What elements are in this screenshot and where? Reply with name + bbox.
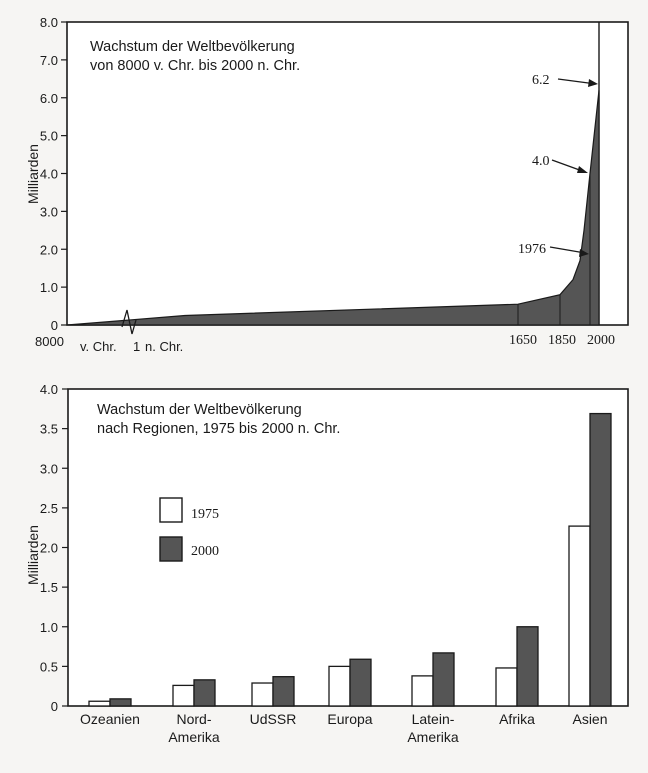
top-y-tick-label: 2.0	[40, 242, 58, 257]
category-label: Europa	[327, 711, 372, 727]
bottom-chart-title-line1: Wachstum der Weltbevölkerung	[97, 402, 302, 418]
legend-label-2000: 2000	[191, 544, 219, 559]
x-label-n-chr: n. Chr.	[145, 339, 183, 354]
top-y-axis: 0 1.0 2.0 3.0 4.0 5.0 6.0 7.0 8.0	[40, 15, 67, 333]
category-label: Amerika	[407, 729, 459, 745]
legend-swatch-1975	[159, 497, 183, 523]
bottom-y-tick-label: 0.5	[40, 659, 58, 674]
top-y-tick-label: 6.0	[40, 91, 58, 106]
bar-2000-latein-amerika	[432, 652, 455, 707]
top-chart-title-line2: von 8000 v. Chr. bis 2000 n. Chr.	[90, 58, 300, 74]
bottom-y-tick-label: 1.5	[40, 580, 58, 595]
top-y-tick-label: 3.0	[40, 204, 58, 219]
bottom-y-tick-label: 2.0	[40, 541, 58, 556]
bar-1975-europa	[328, 665, 351, 707]
legend-label-1975: 1975	[191, 507, 219, 522]
annotation-4-0: 4.0	[532, 154, 588, 173]
top-y-tick-label: 0	[51, 318, 58, 333]
bar-1975-udssr	[251, 682, 274, 707]
annotation-6-2: 6.2	[532, 73, 598, 88]
annotation-1976: 1976	[518, 242, 589, 257]
bottom-y-tick-label: 3.0	[40, 461, 58, 476]
legend-swatch-2000	[159, 536, 183, 562]
bar-2000-ozeanien	[109, 698, 132, 707]
bar-1975-nord-amerika	[172, 684, 195, 707]
bar-2000-asien	[589, 412, 612, 707]
top-y-tick-label: 5.0	[40, 129, 58, 144]
x-label-8000: 8000	[35, 334, 64, 349]
bar-2000-udssr	[272, 676, 295, 707]
category-labels: Ozeanien Nord- Amerika UdSSR Europa Latein- Am…	[80, 711, 607, 745]
top-y-tick-label: 4.0	[40, 167, 58, 182]
bar-series	[88, 412, 612, 707]
axis-break-mark	[121, 309, 137, 335]
bar-2000-europa	[349, 658, 372, 707]
annotation-4-0-arrowhead	[577, 166, 588, 173]
bar-1975-latein-amerika	[411, 675, 434, 707]
top-chart-title-line1: Wachstum der Weltbevölkerung	[90, 39, 295, 55]
bar-2000-nord-amerika	[193, 679, 216, 707]
x-label-v-chr: v. Chr.	[80, 339, 117, 354]
top-y-tick-label: 8.0	[40, 15, 58, 30]
x-label-year-1: 1	[133, 339, 140, 354]
top-plot-frame	[66, 21, 629, 326]
x-label-1650: 1650	[509, 333, 537, 348]
bar-2000-afrika	[516, 626, 539, 707]
x-label-2000: 2000	[587, 333, 615, 348]
top-y-tick-label: 7.0	[40, 53, 58, 68]
top-y-tick-label: 1.0	[40, 280, 58, 295]
annotation-6-2-arrowhead	[588, 79, 598, 87]
annotation-6-2-label: 6.2	[532, 73, 550, 88]
legend: 1975 2000	[159, 497, 219, 562]
category-label: Afrika	[499, 711, 535, 727]
annotation-4-0-label: 4.0	[532, 154, 550, 169]
bottom-y-axis-title: Milliarden	[25, 525, 41, 585]
category-label: Latein-	[412, 711, 455, 727]
category-label: Asien	[572, 711, 607, 727]
bottom-y-tick-label: 1.0	[40, 620, 58, 635]
bottom-chart: 0 0.5 1.0 1.5 2.0 2.5 3.0 3.5 4.0 Milliarden Wac…	[25, 382, 629, 745]
bottom-y-tick-label: 2.5	[40, 501, 58, 516]
bottom-y-tick-label: 3.5	[40, 422, 58, 437]
bottom-y-tick-label: 4.0	[40, 382, 58, 397]
annotation-1976-arrowhead	[579, 249, 589, 257]
category-label: Ozeanien	[80, 711, 140, 727]
annotation-1976-arrow	[549, 246, 586, 254]
x-label-1850: 1850	[548, 333, 576, 348]
category-label: Amerika	[168, 729, 220, 745]
era-divider-lines	[517, 173, 591, 325]
bottom-y-tick-label: 0	[51, 699, 58, 714]
bar-1975-asien	[568, 525, 591, 707]
category-label: UdSSR	[250, 711, 297, 727]
category-label: Nord-	[176, 711, 211, 727]
bar-1975-ozeanien	[88, 700, 111, 707]
annotation-1976-label: 1976	[518, 242, 546, 257]
top-y-axis-title: Milliarden	[25, 144, 41, 204]
top-chart: 0 1.0 2.0 3.0 4.0 5.0 6.0 7.0 8.0 Milliarden Wac…	[25, 15, 629, 354]
bar-1975-afrika	[495, 667, 518, 707]
bottom-chart-title-line2: nach Regionen, 1975 bis 2000 n. Chr.	[97, 421, 340, 437]
bottom-y-axis: 0 0.5 1.0 1.5 2.0 2.5 3.0 3.5 4.0	[40, 382, 68, 714]
population-area	[66, 90, 600, 326]
